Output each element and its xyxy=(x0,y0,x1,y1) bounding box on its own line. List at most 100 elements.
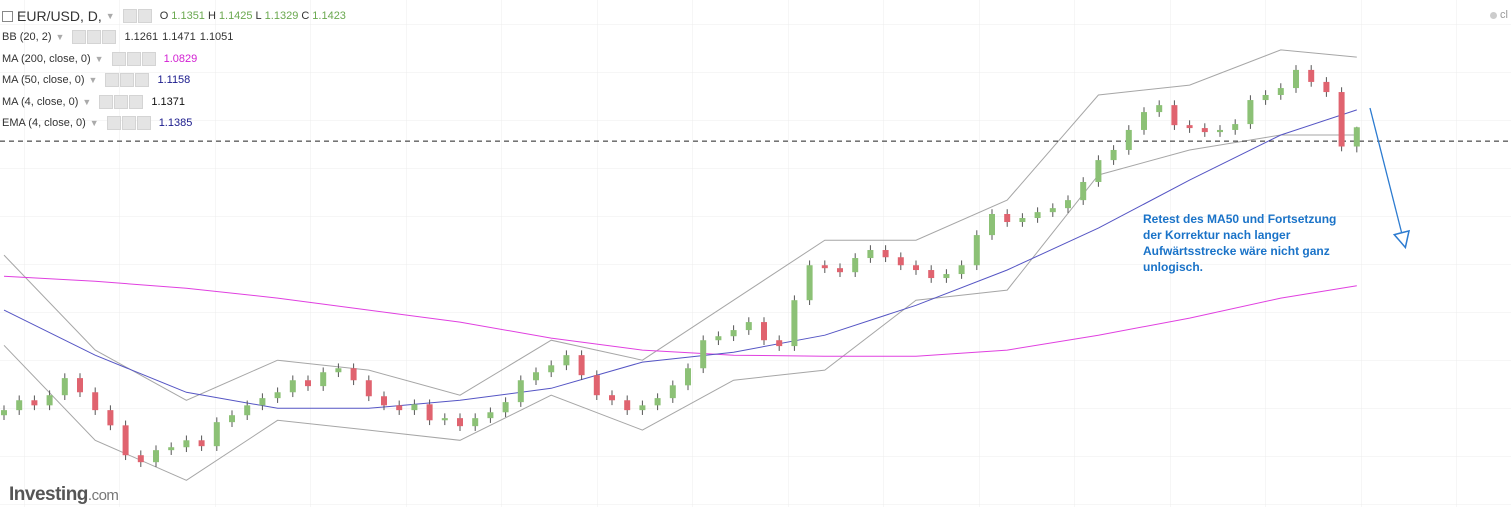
candle-body xyxy=(381,396,387,406)
candle-body xyxy=(1019,218,1026,223)
icons[interactable] xyxy=(111,51,156,66)
candle-body xyxy=(305,380,311,387)
candle-body xyxy=(548,365,555,373)
caret[interactable]: ▼ xyxy=(105,11,115,21)
annotation-line: Aufwärtsstrecke wäre nicht ganz xyxy=(1143,244,1330,258)
candle-body xyxy=(229,415,235,423)
candle-body xyxy=(715,336,722,341)
candle-body xyxy=(654,398,661,406)
candle-body xyxy=(821,265,828,269)
candle-body xyxy=(624,400,631,411)
ohlc-label: L xyxy=(255,10,262,22)
candle-body xyxy=(1201,128,1208,133)
candle-body xyxy=(958,265,965,275)
candle-body xyxy=(1110,149,1117,161)
candle-body xyxy=(244,405,251,416)
candle-body xyxy=(274,392,281,399)
candle-body xyxy=(1,410,7,416)
candle-body xyxy=(1293,69,1299,89)
indicator-value: 1.1158 xyxy=(157,74,191,86)
indicator-line xyxy=(3,134,1357,481)
candle-body xyxy=(1156,105,1163,113)
icons[interactable] xyxy=(105,73,150,87)
candle-body xyxy=(183,440,190,448)
candle-body xyxy=(1049,208,1056,213)
candle-body xyxy=(472,418,479,427)
candle-body xyxy=(730,330,737,337)
candle-body xyxy=(882,250,889,258)
caret[interactable]: ▼ xyxy=(82,96,92,107)
candle-body xyxy=(46,395,53,406)
ohlc-label: H xyxy=(207,10,216,22)
candle-body xyxy=(973,235,980,266)
indicator-line xyxy=(3,275,1357,357)
candle-body xyxy=(1125,129,1132,150)
ohlc-value: 1.1425 xyxy=(218,10,253,22)
candle-body xyxy=(563,355,570,366)
collapse-icon[interactable] xyxy=(2,10,13,22)
symbol: EUR/USD, D, xyxy=(17,8,102,24)
logo-suffix: .com xyxy=(87,487,119,504)
caret[interactable]: ▼ xyxy=(89,118,99,128)
candle-body xyxy=(259,398,266,406)
icons[interactable] xyxy=(99,94,144,109)
candle-body xyxy=(1171,105,1178,126)
indicator-value: 1.1051 xyxy=(199,31,234,43)
icons[interactable] xyxy=(72,30,117,44)
candle-body xyxy=(791,300,798,347)
candle-body xyxy=(153,450,159,463)
indicator-name: BB (20, 2) xyxy=(2,31,52,43)
candle-body xyxy=(457,418,463,427)
annotation-line: der Korrektur nach langer xyxy=(1143,228,1291,242)
indicator-value: 1.1471 xyxy=(162,31,196,43)
legend-row: MA (4, close, 0) ▼ 1.1371 xyxy=(2,94,185,110)
indicator-name: EMA (4, close, 0) xyxy=(2,117,86,129)
legend-row: EMA (4, close, 0) ▼ 1.1385 xyxy=(2,115,192,131)
indicator-name: MA (50, close, 0) xyxy=(2,74,85,86)
candle-body xyxy=(1186,125,1193,129)
candle-body xyxy=(365,380,372,397)
candle-body xyxy=(943,274,950,279)
candle-body xyxy=(989,214,995,236)
candle-body xyxy=(502,402,509,413)
candle-body xyxy=(1004,214,1011,223)
caret[interactable]: ▼ xyxy=(88,75,98,85)
candle-body xyxy=(1095,160,1102,182)
candle-body xyxy=(1277,88,1284,95)
candle-body xyxy=(1141,112,1147,130)
annotation-line: unlogisch. xyxy=(1143,260,1203,274)
candle-body xyxy=(198,440,205,447)
caret[interactable]: ▼ xyxy=(55,32,65,42)
corner: cl xyxy=(1490,9,1508,21)
corner-text: cl xyxy=(1500,9,1508,21)
legend-row: MA (200, close, 0) ▼ 1.0829 xyxy=(2,51,197,67)
icons[interactable] xyxy=(106,116,151,130)
candle-body xyxy=(639,405,646,411)
caret[interactable]: ▼ xyxy=(94,53,104,64)
candle-body xyxy=(837,268,843,273)
indicator-name: MA (4, close, 0) xyxy=(2,95,79,108)
candle-body xyxy=(168,447,175,451)
ohlc-label: O xyxy=(159,10,169,22)
candle-body xyxy=(122,425,129,456)
legend-row: MA (50, close, 0) ▼ 1.1158 xyxy=(2,72,190,88)
candle-body xyxy=(517,380,524,403)
candle-body xyxy=(426,404,433,421)
candle-body xyxy=(213,422,220,447)
candle-body xyxy=(137,455,144,463)
arrow xyxy=(1369,107,1405,246)
candle-body xyxy=(289,380,296,393)
logo-brand: Investing xyxy=(9,484,88,505)
annotation-line: Retest des MA50 und Fortsetzung xyxy=(1143,212,1337,226)
ohlc: O 1.1351 H 1.1425 L 1.1329 C 1.1423 xyxy=(160,8,349,24)
indicator-value: 1.1371 xyxy=(151,95,185,108)
indicator-name: MA (200, close, 0) xyxy=(2,52,91,65)
candle-body xyxy=(1247,100,1254,125)
indicator-line xyxy=(3,49,1357,401)
icons[interactable] xyxy=(122,9,152,23)
candle-body xyxy=(609,395,615,401)
candle-body xyxy=(31,400,38,406)
candle-body xyxy=(1080,181,1087,201)
